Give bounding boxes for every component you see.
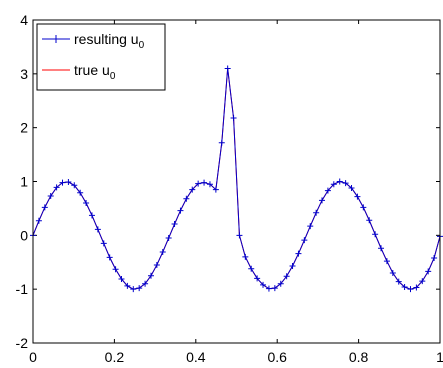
data-point-resulting-u0 [242,253,249,260]
data-point-resulting-u0 [283,273,290,280]
data-point-resulting-u0 [360,204,367,211]
data-point-resulting-u0 [348,184,355,191]
data-point-resulting-u0 [319,197,326,204]
data-point-resulting-u0 [35,217,42,224]
data-point-resulting-u0 [301,237,308,244]
data-point-resulting-u0 [236,232,243,239]
data-point-resulting-u0 [53,184,60,191]
data-point-resulting-u0 [171,221,178,228]
data-point-resulting-u0 [413,284,420,291]
data-point-resulting-u0 [112,266,119,273]
data-point-resulting-u0 [425,268,432,275]
data-point-resulting-u0 [195,180,202,187]
data-point-resulting-u0 [383,258,390,265]
data-point-resulting-u0 [277,280,284,287]
data-point-resulting-u0 [159,249,166,256]
data-point-resulting-u0 [366,217,373,224]
y-tick-label: -2 [16,335,29,351]
plot-frame [32,19,441,344]
y-tick-label: 3 [20,66,28,82]
data-point-resulting-u0 [401,284,408,291]
legend-label-true-u0: true u0 [74,62,116,82]
data-point-resulting-u0 [83,200,90,207]
data-point-resulting-u0 [94,226,101,233]
data-point-resulting-u0 [88,212,95,219]
data-point-resulting-u0 [201,179,208,186]
x-tick-label: 0 [29,349,37,365]
legend-label-resulting-u0: resulting u0 [74,31,145,51]
data-point-resulting-u0 [248,265,255,272]
data-point-resulting-u0 [378,245,385,252]
data-point-resulting-u0 [212,186,219,193]
y-tick-label: 2 [20,120,28,136]
data-point-resulting-u0 [206,181,213,188]
data-point-resulting-u0 [289,263,296,270]
data-point-resulting-u0 [313,209,320,216]
series-line-resulting-u0 [32,68,441,290]
data-point-resulting-u0 [189,186,196,193]
data-point-resulting-u0 [136,285,143,292]
data-point-resulting-u0 [153,261,160,268]
data-point-resulting-u0 [183,195,190,202]
data-point-resulting-u0 [372,231,379,238]
data-point-resulting-u0 [165,235,172,242]
data-point-resulting-u0 [218,139,225,146]
x-tick-label: 0.2 [105,349,125,365]
data-point-resulting-u0 [130,286,137,293]
data-point-resulting-u0 [431,254,438,261]
series-layer [30,65,443,293]
data-point-resulting-u0 [224,65,231,72]
x-axis-ticks: 0 0.2 0.4 0.6 0.8 1 [29,20,443,365]
y-tick-label: 1 [20,174,28,190]
data-point-resulting-u0 [407,286,414,293]
data-point-resulting-u0 [106,254,113,261]
data-point-resulting-u0 [230,114,237,121]
data-point-resulting-u0 [419,278,426,285]
data-point-resulting-u0 [336,178,343,185]
x-tick-label: 1 [436,349,443,365]
data-point-resulting-u0 [47,193,54,200]
data-point-resulting-u0 [147,272,154,279]
data-point-resulting-u0 [354,193,361,200]
y-tick-label: -1 [16,281,29,297]
legend: resulting u0 true u0 [36,23,166,91]
x-tick-label: 0.8 [349,349,369,365]
data-point-resulting-u0 [77,189,84,196]
legend-marker-resulting-u0 [52,35,60,43]
data-point-resulting-u0 [65,179,72,186]
data-point-resulting-u0 [71,182,78,189]
data-point-resulting-u0 [41,204,48,211]
x-tick-label: 0.4 [186,349,206,365]
data-point-resulting-u0 [254,275,261,282]
data-point-resulting-u0 [142,280,149,287]
data-point-resulting-u0 [395,278,402,285]
data-point-resulting-u0 [307,223,314,230]
y-tick-label: 0 [20,227,28,243]
data-point-resulting-u0 [324,187,331,194]
data-point-resulting-u0 [59,179,66,186]
data-point-resulting-u0 [100,240,107,247]
data-point-resulting-u0 [265,285,272,292]
data-point-resulting-u0 [271,285,278,292]
legend-box [36,23,166,91]
x-tick-label: 0.6 [267,349,287,365]
data-point-resulting-u0 [342,180,349,187]
data-point-resulting-u0 [124,282,131,289]
data-point-resulting-u0 [118,275,125,282]
data-point-resulting-u0 [177,207,184,214]
data-point-resulting-u0 [295,250,302,257]
y-tick-label: 4 [20,12,28,28]
data-point-resulting-u0 [260,281,267,288]
data-point-resulting-u0 [330,181,337,188]
data-point-resulting-u0 [389,270,396,277]
